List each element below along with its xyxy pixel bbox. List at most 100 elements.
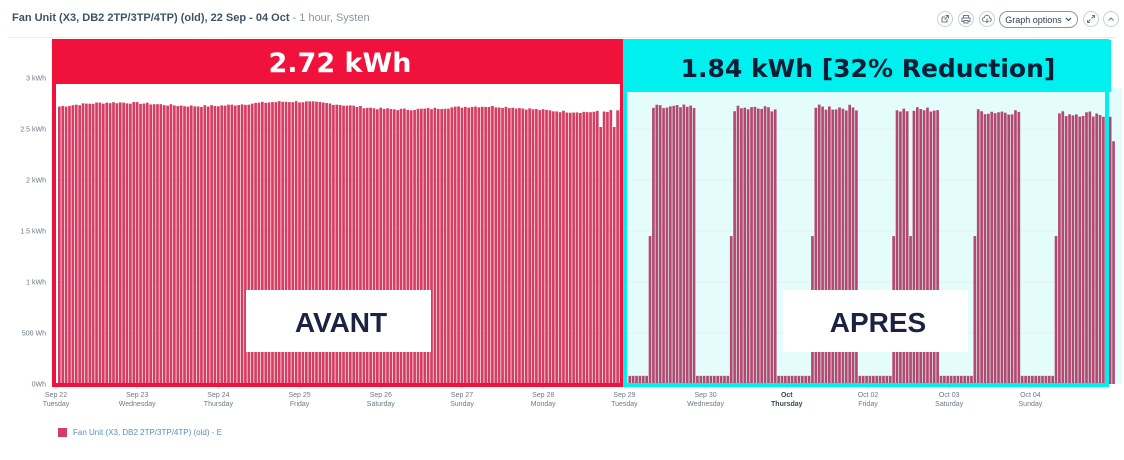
bar-after (821, 106, 824, 384)
bar-after (767, 107, 770, 384)
bar-before (484, 107, 487, 384)
bar-before (91, 103, 95, 384)
bar-before (348, 105, 352, 384)
x-tick-weekday: Friday (858, 401, 878, 408)
bar-before (129, 103, 132, 385)
bar-after (922, 110, 926, 385)
bar-before (64, 106, 68, 384)
after-value-banner (623, 40, 1111, 92)
download-icon[interactable] (979, 11, 995, 27)
bar-after (1071, 115, 1075, 384)
bar-after (1058, 113, 1061, 385)
bar-after (696, 375, 699, 384)
bar-after (861, 375, 865, 384)
bar-after (943, 375, 946, 384)
bar-before (206, 106, 210, 385)
bar-before (541, 109, 545, 385)
x-tick-label: Sep 27 (451, 392, 473, 399)
before-value-label: 2.72 kWh (269, 48, 412, 79)
bar-before (281, 101, 284, 384)
bar-before (61, 106, 65, 385)
bar-after (828, 106, 831, 384)
bar-after (963, 375, 967, 384)
bar-before (186, 106, 190, 384)
bar-before (606, 111, 609, 384)
bar-after (926, 107, 929, 384)
x-tick-weekday: Tuesday (43, 401, 70, 408)
bar-before (250, 103, 254, 384)
bar-before (376, 109, 379, 385)
bar-before (115, 103, 119, 384)
bar-after (635, 375, 638, 384)
bar-before (565, 112, 569, 385)
bar-before (365, 107, 369, 384)
bar-after (1051, 375, 1054, 384)
bar-before (257, 102, 261, 384)
bar-before (149, 104, 153, 385)
bar-before (220, 105, 224, 384)
x-tick-weekday: Saturday (367, 401, 396, 408)
bar-after (1098, 115, 1102, 384)
bar-after (706, 375, 709, 384)
bar-before (599, 126, 603, 385)
bar-after (1020, 375, 1024, 384)
avant-label: AVANT (295, 307, 387, 338)
bar-after (1014, 110, 1017, 385)
bar-after (848, 104, 851, 385)
bar-before (169, 104, 173, 385)
bar-after (970, 375, 973, 384)
x-tick-weekday: Monday (531, 401, 556, 408)
bar-after (956, 375, 960, 384)
graph-options-button[interactable]: Graph options (999, 11, 1078, 28)
bar-after (949, 375, 953, 384)
bar-after (1041, 375, 1044, 384)
bar-before (321, 102, 325, 384)
bar-after (939, 375, 943, 384)
bar-before (511, 107, 515, 384)
bar-before (595, 110, 599, 385)
bar-before (271, 102, 274, 384)
avant-label-box (246, 290, 431, 352)
bar-before (81, 103, 85, 385)
bar-after (787, 375, 791, 384)
bar-before (227, 104, 230, 384)
bar-before (555, 111, 559, 385)
bar-after (638, 375, 642, 384)
bar-after (773, 109, 777, 384)
bar-before (538, 110, 542, 384)
bar-before (413, 110, 416, 384)
bar-before (112, 102, 115, 384)
bar-after (689, 105, 692, 385)
bar-before (183, 106, 186, 385)
bar-before (98, 102, 102, 384)
bar-before (382, 108, 386, 384)
bar-after (1102, 116, 1105, 384)
x-tick-weekday: Thursday (771, 401, 803, 408)
bar-before (267, 102, 271, 385)
collapse-up-icon[interactable] (1103, 11, 1119, 27)
bar-after (858, 375, 862, 384)
bar-before (166, 105, 169, 385)
expand-icon[interactable] (1083, 11, 1099, 27)
bar-after (784, 375, 787, 384)
bar-after (794, 375, 797, 384)
bar-after (628, 375, 632, 384)
x-tick-label: Sep 25 (289, 392, 311, 399)
bar-after (655, 104, 659, 384)
bar-after (929, 111, 933, 384)
bar-after (966, 375, 970, 384)
chart-legend[interactable]: Fan Unit (X3, DB2 2TP/3TP/4TP) (old) - E (58, 428, 222, 437)
bar-before (338, 104, 342, 384)
bar-after (919, 109, 923, 384)
bar-after (1000, 111, 1004, 384)
print-icon[interactable] (958, 11, 974, 27)
bar-before (497, 107, 501, 384)
external-link-icon[interactable] (937, 11, 953, 27)
bar-after (817, 104, 821, 384)
x-tick-weekday: Wednesday (687, 401, 724, 408)
bar-before (457, 106, 460, 384)
bar-after (973, 236, 977, 384)
bar-after (878, 375, 882, 384)
bar-before (189, 105, 193, 385)
bar-before (298, 102, 301, 385)
